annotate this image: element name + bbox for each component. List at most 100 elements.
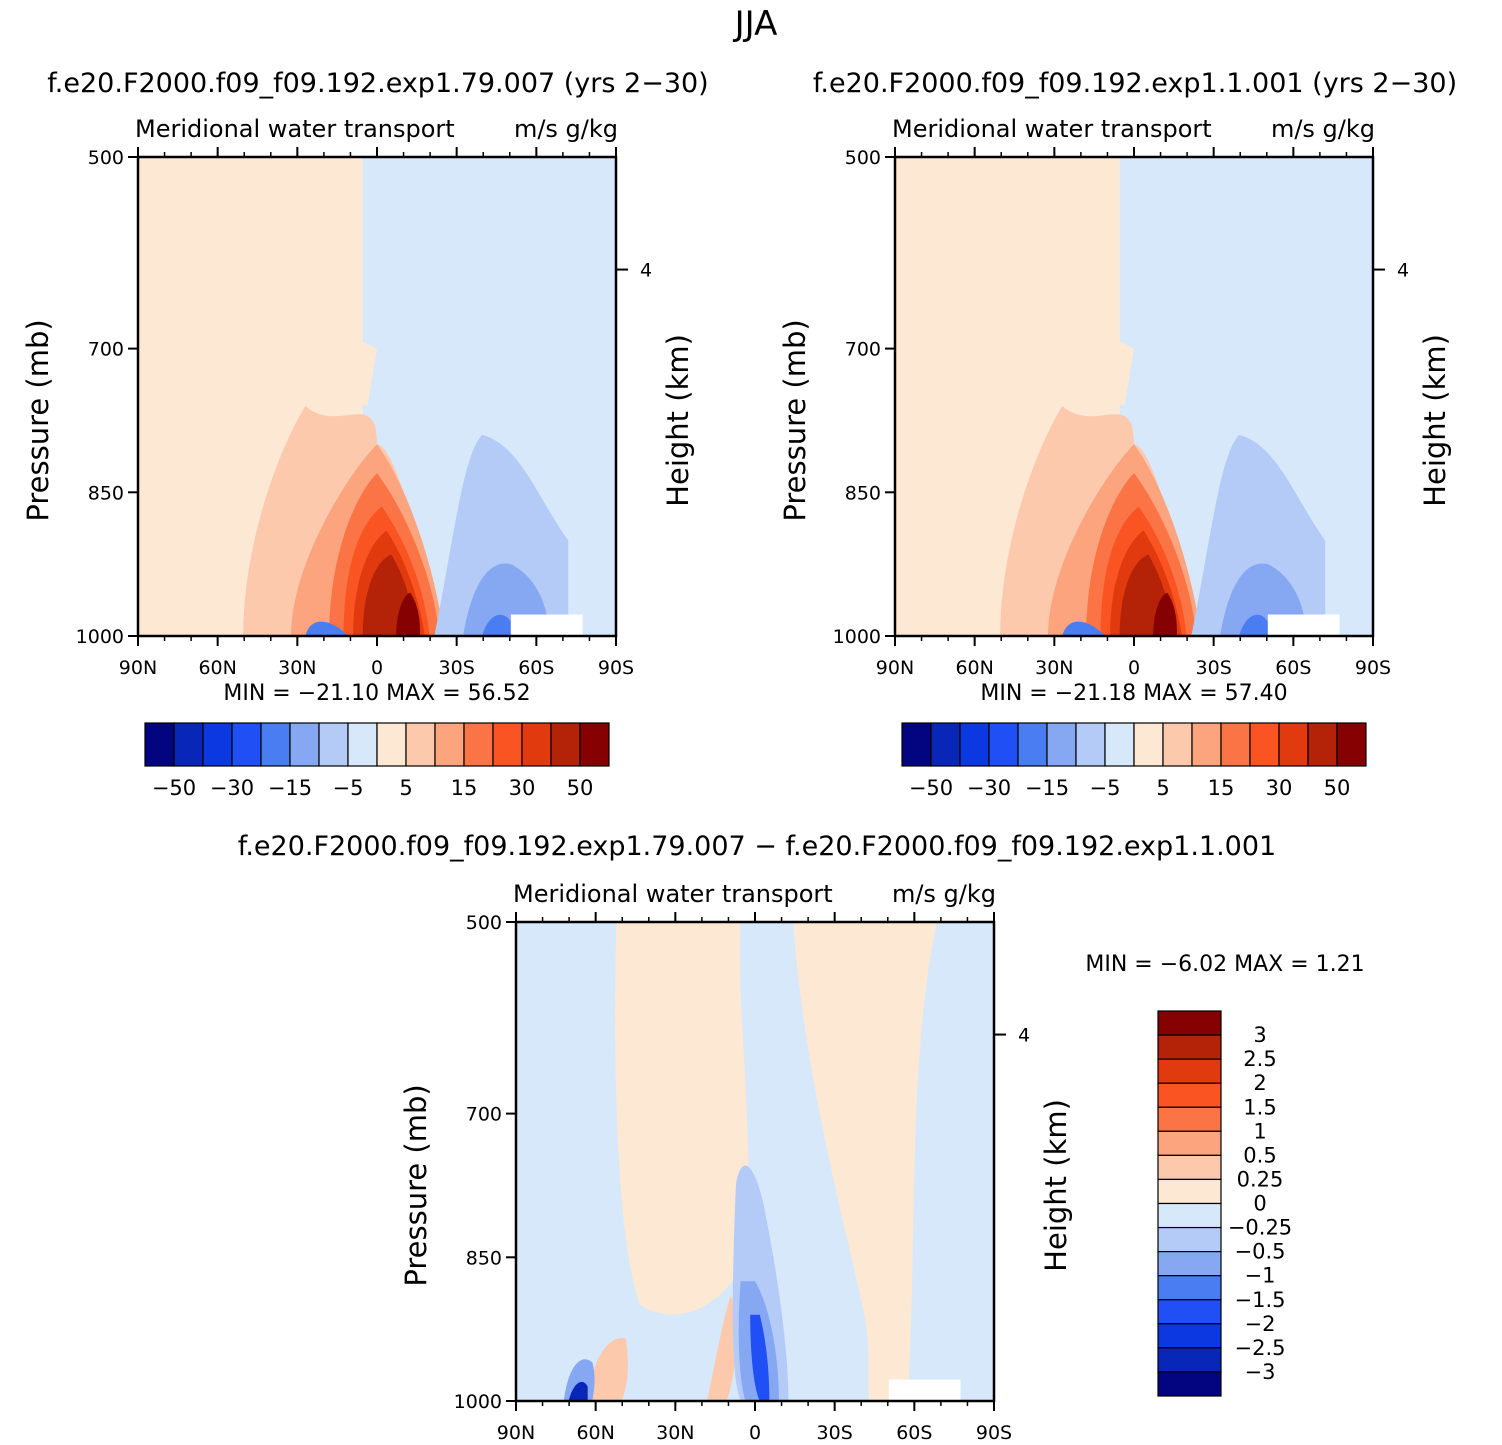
colorbar-label: 0	[1253, 1192, 1266, 1216]
colorbar-label: 3	[1253, 1023, 1266, 1047]
contour-region	[482, 614, 511, 636]
x-tick-label: 60N	[198, 657, 236, 679]
contour-region	[1267, 614, 1340, 636]
x-tick-label: 0	[749, 1422, 761, 1444]
colorbar-swatch	[1157, 1371, 1222, 1397]
y-tick-label: 1000	[76, 626, 124, 648]
x-tick-label: 90N	[876, 657, 914, 679]
min-max-stats: MIN = −6.02 MAX = 1.21	[1085, 952, 1364, 977]
colorbar-label: −5	[333, 776, 364, 800]
x-tick-label: 90S	[598, 657, 634, 679]
y-tick-label: 850	[845, 482, 881, 504]
colorbar-swatch	[1133, 722, 1164, 767]
x-tick-label: 60S	[896, 1422, 932, 1444]
colorbar-swatch	[1157, 1251, 1222, 1277]
colorbar-label: 30	[509, 776, 536, 800]
panel-title: f.e20.F2000.f09_f09.192.exp1.1.001 (yrs …	[813, 68, 1457, 99]
contour-region	[1153, 592, 1178, 636]
colorbar-label: −50	[152, 776, 196, 800]
colorbar-label: 5	[399, 776, 412, 800]
figure-title: JJA	[733, 4, 778, 44]
contour-region	[888, 1379, 961, 1401]
colorbar-swatch	[318, 722, 349, 767]
colorbar-label: −0.5	[1235, 1240, 1286, 1264]
colorbar: −50 −30 −15 −5 5 15 30 50	[144, 722, 610, 800]
y-right-axis-title: Height (km)	[1039, 1099, 1073, 1272]
colorbar-swatch	[434, 722, 465, 767]
colorbar-swatch	[1017, 722, 1048, 767]
x-tick-label: 30N	[656, 1422, 694, 1444]
colorbar-label: −1	[1245, 1264, 1276, 1288]
colorbar-swatch	[289, 722, 320, 767]
plot-left-label: Meridional water transport	[892, 115, 1212, 143]
colorbar-swatch	[1157, 1323, 1222, 1349]
min-max-stats: MIN = −21.18 MAX = 57.40	[980, 681, 1287, 706]
colorbar-label: −50	[909, 776, 953, 800]
contour-region	[587, 1338, 628, 1401]
colorbar-label: 5	[1156, 776, 1169, 800]
contour-region	[1239, 614, 1268, 636]
colorbar-swatch	[231, 722, 262, 767]
colorbar-swatch	[550, 722, 581, 767]
colorbar-swatch	[1046, 722, 1077, 767]
y-tick-label: 1000	[454, 1391, 502, 1413]
y-axis-title: Pressure (mb)	[778, 319, 812, 521]
x-tick-label: 90S	[1355, 657, 1391, 679]
contour-region	[1093, 339, 1134, 407]
colorbar-swatch	[1157, 1202, 1222, 1229]
x-tick-label: 60N	[955, 657, 993, 679]
colorbar-swatch	[930, 722, 961, 767]
colorbar-swatch	[1157, 1299, 1222, 1325]
y-tick-label: 500	[88, 147, 124, 169]
colorbar-swatch	[1157, 1130, 1222, 1156]
plot-left-label: Meridional water transport	[135, 115, 455, 143]
colorbar: −50 −30 −15 −5 5 15 30 50	[901, 722, 1367, 800]
colorbar-label: −3	[1245, 1360, 1276, 1384]
colorbar-swatch	[1220, 722, 1251, 767]
y-right-axis-title: Height (km)	[1418, 334, 1452, 507]
colorbar-swatch	[1278, 722, 1309, 767]
colorbar-swatch	[1157, 1226, 1222, 1253]
colorbar-swatch	[1157, 1082, 1222, 1108]
y-tick-label: 500	[466, 912, 502, 934]
contour-region	[793, 922, 937, 1401]
colorbar-swatch	[173, 722, 204, 767]
x-tick-label: 60S	[518, 657, 554, 679]
y-tick-label: 700	[466, 1104, 502, 1126]
y-tick-label: 850	[466, 1247, 502, 1269]
colorbar-swatch	[376, 722, 407, 767]
contour-region	[568, 1381, 588, 1401]
panel-title: f.e20.F2000.f09_f09.192.exp1.79.007 (yrs…	[47, 68, 708, 99]
contour-region	[396, 592, 421, 636]
colorbar-label: 1	[1253, 1119, 1266, 1143]
colorbar: 32.521.510.50.250−0.25−0.5−1−1.5−2−2.5−3	[1157, 1010, 1292, 1397]
colorbar-swatch	[521, 722, 552, 767]
y-tick-label: 500	[845, 147, 881, 169]
y-right-tick-label: 4	[1397, 260, 1409, 282]
colorbar-label: −2	[1245, 1312, 1276, 1336]
colorbar-swatch	[1157, 1347, 1222, 1373]
contour-region	[750, 1314, 770, 1401]
x-tick-label: 30S	[1196, 657, 1232, 679]
colorbar-swatch	[1157, 1154, 1222, 1181]
colorbar-swatch	[1157, 1058, 1222, 1084]
contour-region	[336, 339, 377, 407]
panel-1: f.e20.F2000.f09_f09.192.exp1.79.007 (yrs…	[21, 68, 709, 800]
y-tick-label: 1000	[833, 626, 881, 648]
colorbar-label: 30	[1266, 776, 1293, 800]
contour-region	[707, 1295, 737, 1401]
colorbar-swatch	[347, 722, 378, 767]
panel-2: f.e20.F2000.f09_f09.192.exp1.1.001 (yrs …	[778, 68, 1457, 800]
colorbar-swatch	[1307, 722, 1338, 767]
colorbar-swatch	[144, 722, 175, 767]
colorbar-label: 50	[1324, 776, 1351, 800]
colorbar-swatch	[463, 722, 494, 767]
colorbar-swatch	[202, 722, 233, 767]
colorbar-swatch	[1157, 1034, 1222, 1060]
contour-region	[305, 621, 349, 636]
y-axis-title: Pressure (mb)	[21, 319, 55, 521]
colorbar-swatch	[1157, 1106, 1222, 1132]
colorbar-label: −0.25	[1228, 1216, 1292, 1240]
plot-left-label: Meridional water transport	[513, 880, 833, 908]
colorbar-swatch	[1162, 722, 1193, 767]
